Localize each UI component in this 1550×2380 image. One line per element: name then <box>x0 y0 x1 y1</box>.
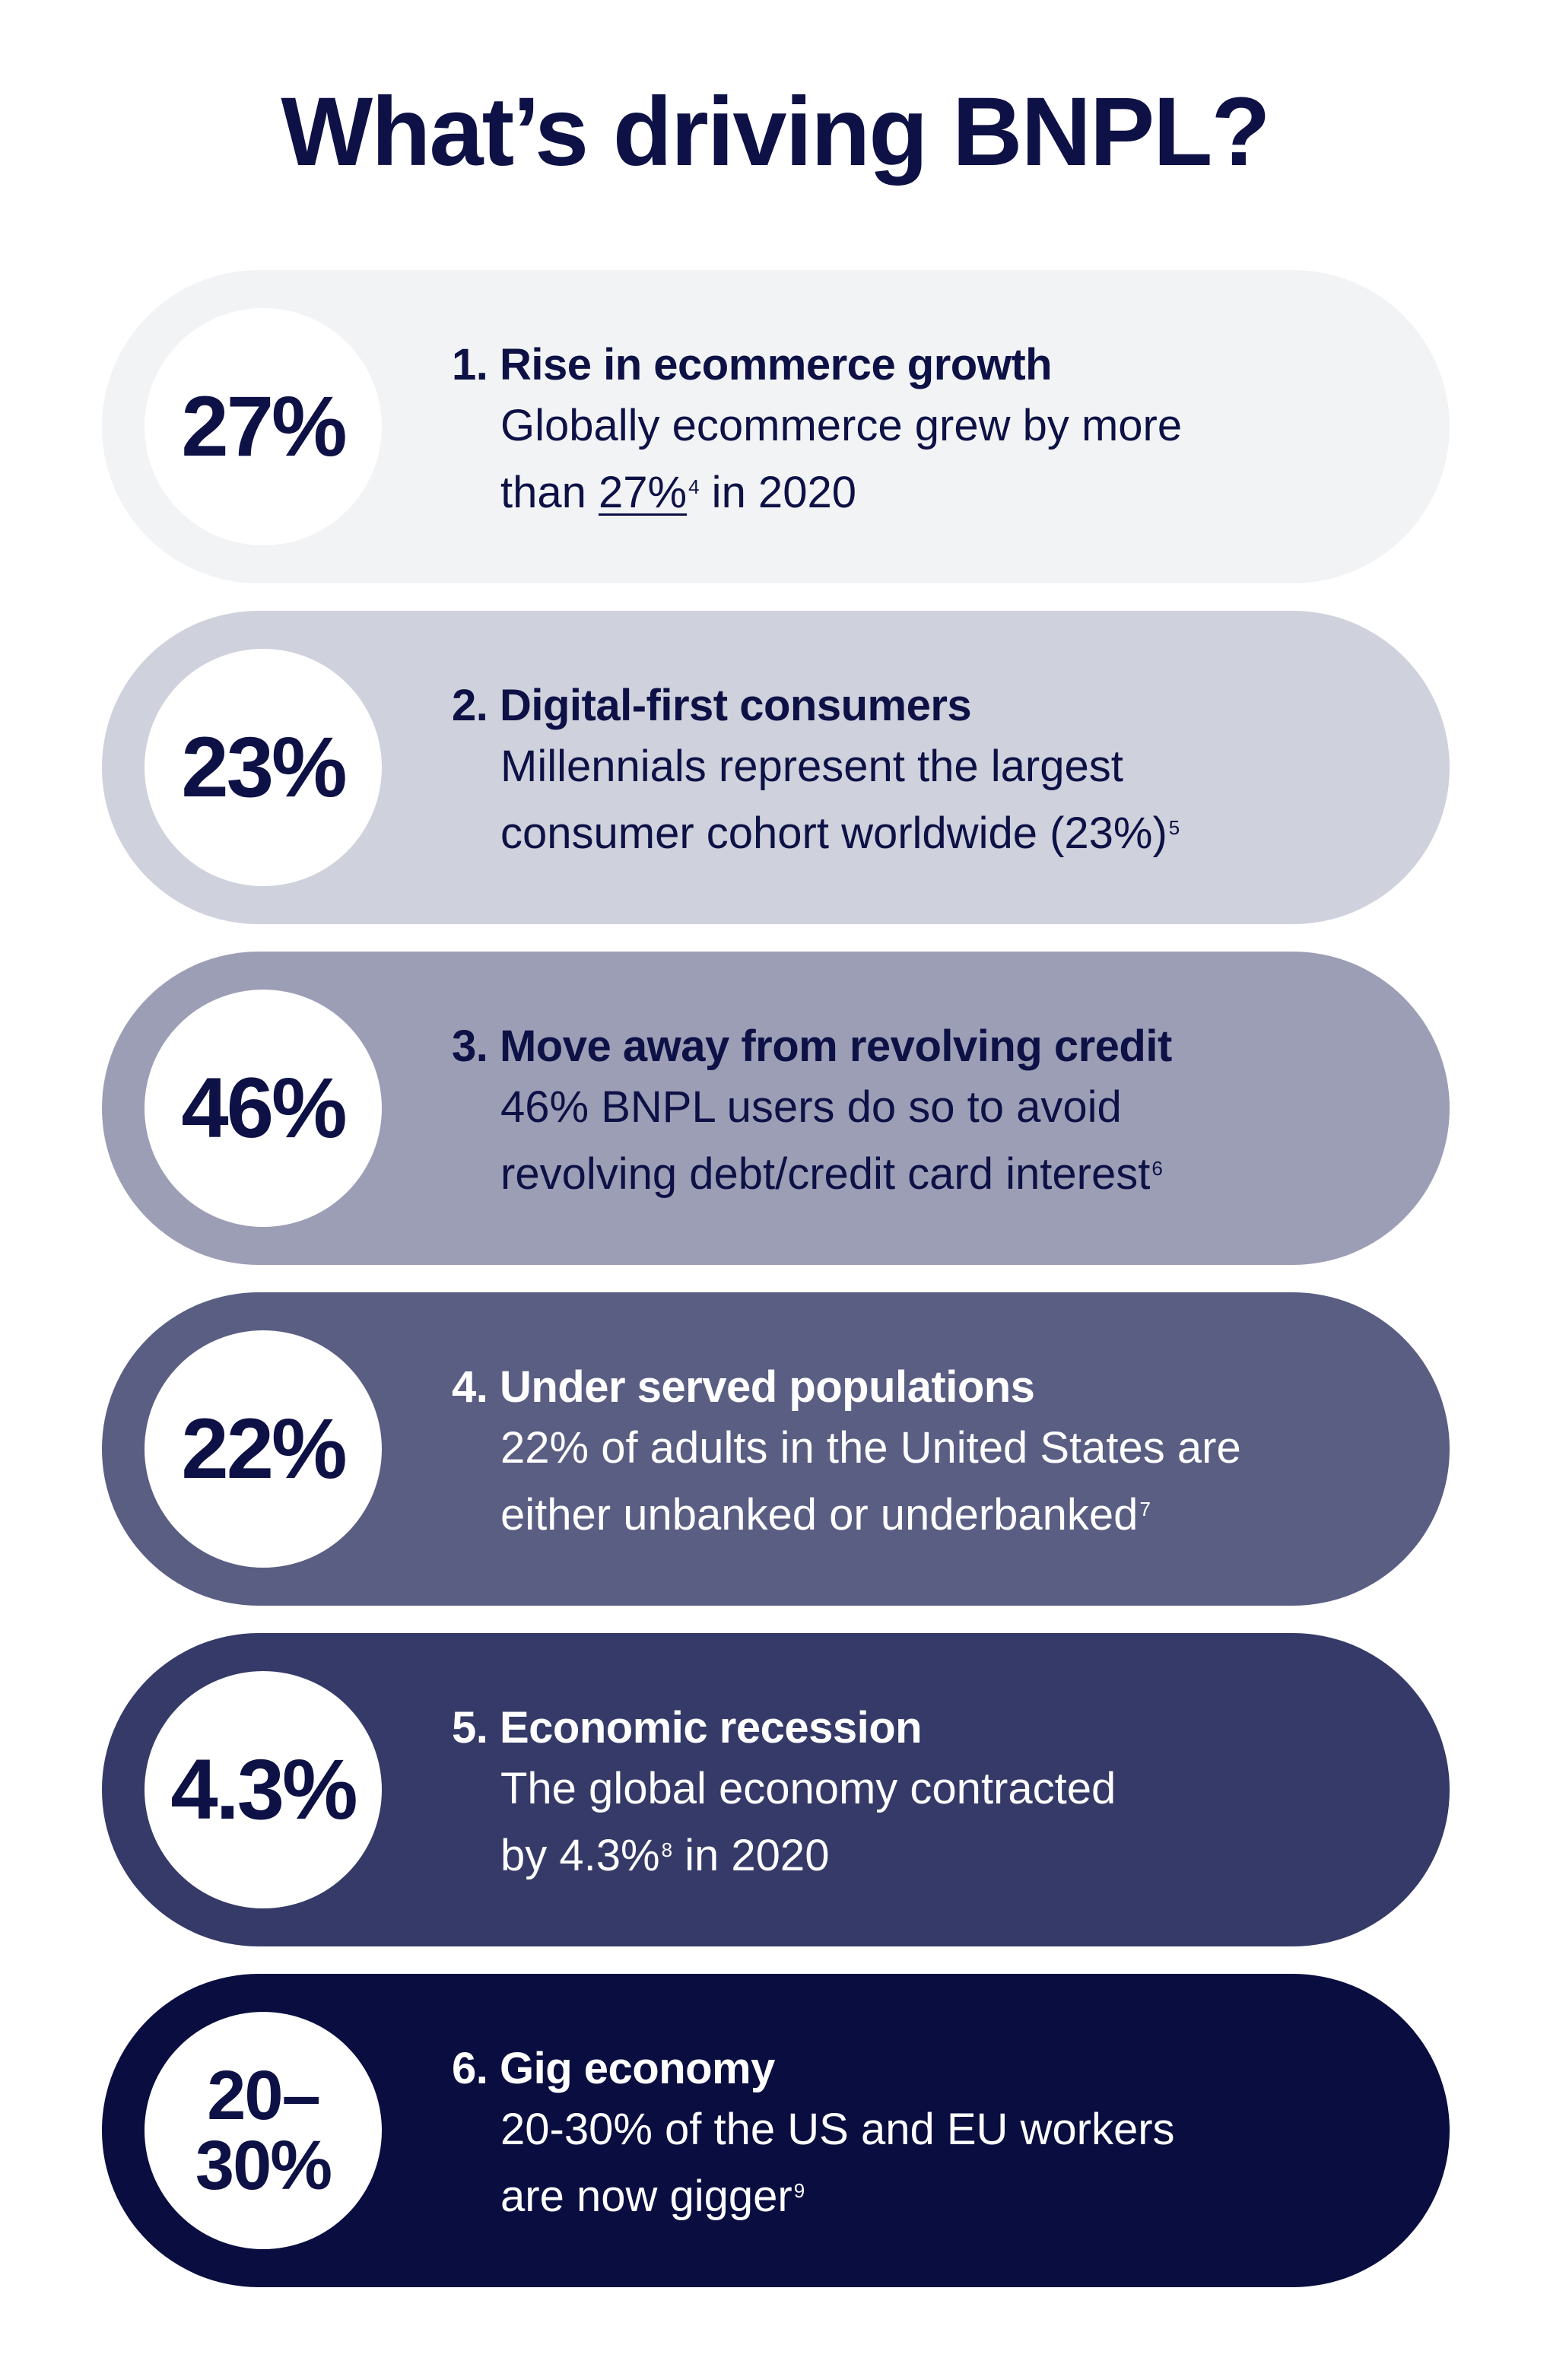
driver-description: The global economy contracted by 4.3%8 i… <box>500 1756 1395 1889</box>
stat-value: 27% <box>181 379 347 474</box>
description-text: in 2020 <box>699 467 856 517</box>
description-text: by 4.3% <box>500 1830 660 1880</box>
driver-text: 3. Move away from revolving credit 46% B… <box>452 1022 1395 1208</box>
driver-text: 5. Economic recession The global economy… <box>452 1703 1395 1889</box>
description-line: The global economy contracted <box>500 1763 1116 1813</box>
stat-value: 22% <box>181 1401 347 1496</box>
driver-heading: 1. Rise in ecommerce growth <box>452 340 1053 389</box>
stat-value: 23% <box>181 720 347 815</box>
driver-heading: 6. Gig economy <box>452 2044 775 2093</box>
description-text: revolving debt/credit card interest <box>500 1149 1151 1199</box>
description-line: by 4.3%8 in 2020 <box>500 1822 1395 1889</box>
driver-heading: 3. Move away from revolving credit <box>452 1022 1172 1071</box>
footnote-marker: 8 <box>661 1838 673 1861</box>
stat-circle: 4.3% <box>145 1671 382 1908</box>
description-line: either unbanked or underbanked7 <box>500 1482 1395 1549</box>
driver-card-revolving-credit: 46% 3. Move away from revolving credit 4… <box>102 952 1450 1265</box>
description-line: 46% BNPL users do so to avoid <box>500 1082 1122 1132</box>
driver-text: 2. Digital-first consumers Millennials r… <box>452 681 1395 867</box>
description-text: are now gigger <box>500 2171 792 2221</box>
driver-heading: 2. Digital-first consumers <box>452 681 972 730</box>
stat-circle: 46% <box>145 990 382 1227</box>
driver-description: 46% BNPL users do so to avoid revolving … <box>500 1074 1395 1208</box>
driver-card-digital-first: 23% 2. Digital-first consumers Millennia… <box>102 611 1450 924</box>
driver-card-gig-economy: 20– 30% 6. Gig economy 20-30% of the US … <box>102 1974 1450 2287</box>
driver-card-recession: 4.3% 5. Economic recession The global ec… <box>102 1633 1450 1946</box>
description-line: 22% of adults in the United States are <box>500 1422 1241 1473</box>
description-text: than <box>500 467 599 517</box>
stat-circle: 20– 30% <box>145 2012 382 2249</box>
driver-heading: 4. Under served populations <box>452 1362 1035 1412</box>
stat-value: 46% <box>181 1060 347 1155</box>
description-line: Globally ecommerce grew by more <box>500 400 1183 450</box>
driver-description: Globally ecommerce grew by more than 27%… <box>500 392 1395 526</box>
source-link[interactable]: 27% <box>599 467 688 517</box>
footnote-marker: 4 <box>688 475 700 498</box>
footnote-marker: 5 <box>1168 815 1180 839</box>
stat-value: 4.3% <box>170 1742 357 1837</box>
stat-circle: 22% <box>145 1330 382 1568</box>
description-line: Millennials represent the largest <box>500 741 1123 791</box>
description-line: are now gigger9 <box>500 2163 1395 2230</box>
footnote-marker: 9 <box>793 2178 805 2202</box>
description-line: 20-30% of the US and EU workers <box>500 2104 1175 2154</box>
description-line: revolving debt/credit card interest6 <box>500 1141 1395 1208</box>
stat-circle: 27% <box>145 308 382 545</box>
stat-value: 30% <box>195 2127 332 2204</box>
driver-description: 22% of adults in the United States are e… <box>500 1415 1395 1549</box>
stat-circle: 23% <box>145 649 382 886</box>
driver-text: 4. Under served populations 22% of adult… <box>452 1362 1395 1549</box>
driver-card-ecommerce: 27% 1. Rise in ecommerce growth Globally… <box>102 270 1450 583</box>
description-line: than 27%4 in 2020 <box>500 459 1395 526</box>
footnote-marker: 7 <box>1139 1497 1151 1520</box>
footnote-marker: 6 <box>1151 1156 1163 1180</box>
driver-card-under-served: 22% 4. Under served populations 22% of a… <box>102 1292 1450 1606</box>
description-line: consumer cohort worldwide (23%)5 <box>500 800 1395 867</box>
driver-description: Millennials represent the largest consum… <box>500 733 1395 867</box>
driver-description: 20-30% of the US and EU workers are now … <box>500 2096 1395 2230</box>
description-text: either unbanked or underbanked <box>500 1489 1139 1540</box>
description-text: consumer cohort worldwide (23%) <box>500 808 1167 858</box>
stat-value: 20– <box>207 2057 320 2134</box>
description-text: in 2020 <box>672 1830 830 1880</box>
driver-text: 1. Rise in ecommerce growth Globally eco… <box>452 340 1395 526</box>
page-title: What’s driving BNPL? <box>281 78 1270 186</box>
driver-text: 6. Gig economy 20-30% of the US and EU w… <box>452 2044 1395 2230</box>
driver-heading: 5. Economic recession <box>452 1703 923 1752</box>
